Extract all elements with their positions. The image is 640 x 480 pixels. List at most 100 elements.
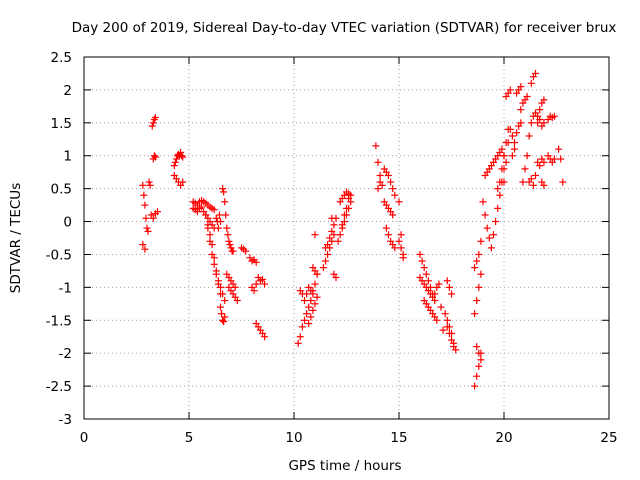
data-point bbox=[298, 323, 306, 331]
data-point bbox=[224, 231, 232, 239]
data-point bbox=[443, 316, 451, 324]
data-point bbox=[395, 198, 403, 206]
data-point bbox=[494, 185, 502, 193]
data-point bbox=[149, 119, 157, 127]
data-point bbox=[305, 320, 313, 328]
data-point bbox=[508, 132, 516, 140]
data-point bbox=[214, 280, 222, 288]
data-point bbox=[179, 178, 187, 186]
data-point bbox=[374, 185, 382, 193]
data-point bbox=[523, 152, 531, 160]
data-point bbox=[261, 280, 269, 288]
data-point bbox=[338, 221, 346, 229]
data-point bbox=[151, 153, 159, 161]
data-point bbox=[332, 273, 340, 281]
y-tick-label: 2 bbox=[63, 83, 72, 99]
y-tick-label: 1.5 bbox=[51, 116, 72, 132]
data-point bbox=[500, 178, 508, 186]
data-point bbox=[202, 211, 210, 219]
data-point bbox=[172, 155, 180, 163]
data-point bbox=[311, 231, 319, 239]
data-point bbox=[307, 297, 315, 305]
data-point bbox=[494, 204, 502, 212]
data-point bbox=[328, 227, 336, 235]
x-tick-label: 20 bbox=[495, 430, 512, 446]
data-point bbox=[517, 119, 525, 127]
data-point bbox=[508, 152, 516, 160]
data-point bbox=[475, 283, 483, 291]
data-point bbox=[496, 191, 504, 199]
data-point bbox=[517, 106, 525, 114]
data-point bbox=[220, 318, 228, 326]
data-point bbox=[502, 158, 510, 166]
data-point bbox=[397, 231, 405, 239]
data-point bbox=[439, 326, 447, 334]
data-point bbox=[226, 241, 234, 249]
x-tick-label: 0 bbox=[80, 430, 89, 446]
data-point bbox=[504, 139, 512, 147]
data-point bbox=[422, 270, 430, 278]
data-point bbox=[399, 254, 407, 262]
data-point bbox=[206, 231, 214, 239]
data-point bbox=[319, 264, 327, 272]
data-point bbox=[511, 139, 518, 147]
data-point bbox=[445, 283, 453, 291]
data-point bbox=[144, 227, 152, 235]
data-point bbox=[294, 339, 302, 347]
data-point bbox=[217, 218, 224, 226]
data-point bbox=[490, 231, 497, 239]
data-point bbox=[385, 171, 392, 179]
data-point bbox=[536, 162, 544, 170]
data-points bbox=[139, 69, 567, 390]
data-point bbox=[150, 152, 158, 160]
data-point bbox=[215, 211, 223, 219]
y-tick-label: 2.5 bbox=[51, 50, 72, 66]
data-point bbox=[154, 208, 161, 216]
data-point bbox=[519, 178, 527, 186]
x-axis-label: GPS time / hours bbox=[288, 458, 401, 474]
data-point bbox=[307, 313, 315, 321]
x-tick-label: 15 bbox=[390, 430, 407, 446]
data-point bbox=[334, 237, 342, 245]
data-point bbox=[221, 297, 229, 305]
data-point bbox=[218, 310, 226, 318]
data-point bbox=[540, 96, 548, 104]
data-point bbox=[374, 158, 382, 166]
data-point bbox=[217, 290, 224, 298]
data-point bbox=[485, 234, 493, 242]
data-point bbox=[204, 224, 212, 232]
data-point bbox=[322, 257, 329, 265]
data-point bbox=[557, 155, 565, 163]
data-point bbox=[443, 277, 451, 285]
y-tick-label: -2 bbox=[59, 346, 72, 362]
data-point bbox=[328, 214, 336, 222]
data-point bbox=[242, 247, 250, 255]
data-point bbox=[324, 250, 332, 258]
data-point bbox=[550, 155, 558, 163]
data-point bbox=[397, 244, 405, 252]
data-point bbox=[471, 310, 479, 318]
data-point bbox=[219, 185, 227, 193]
data-point bbox=[477, 270, 485, 278]
data-point bbox=[475, 362, 483, 370]
data-point bbox=[473, 343, 481, 351]
data-point bbox=[170, 162, 178, 170]
data-point bbox=[395, 237, 403, 245]
y-axis-label: SDTVAR / TECUs bbox=[8, 183, 24, 293]
data-point bbox=[151, 114, 159, 122]
data-point bbox=[506, 86, 514, 94]
data-point bbox=[146, 181, 154, 189]
data-point bbox=[261, 333, 269, 341]
data-point bbox=[212, 270, 220, 278]
data-point bbox=[345, 195, 353, 203]
data-point bbox=[487, 244, 495, 252]
data-point bbox=[210, 206, 218, 214]
y-tick-label: -3 bbox=[59, 412, 72, 428]
data-point bbox=[208, 250, 216, 258]
data-point bbox=[330, 221, 338, 229]
data-point bbox=[177, 148, 185, 156]
data-point bbox=[498, 165, 506, 173]
y-tick-label: 1 bbox=[63, 149, 72, 165]
data-point bbox=[473, 257, 481, 265]
